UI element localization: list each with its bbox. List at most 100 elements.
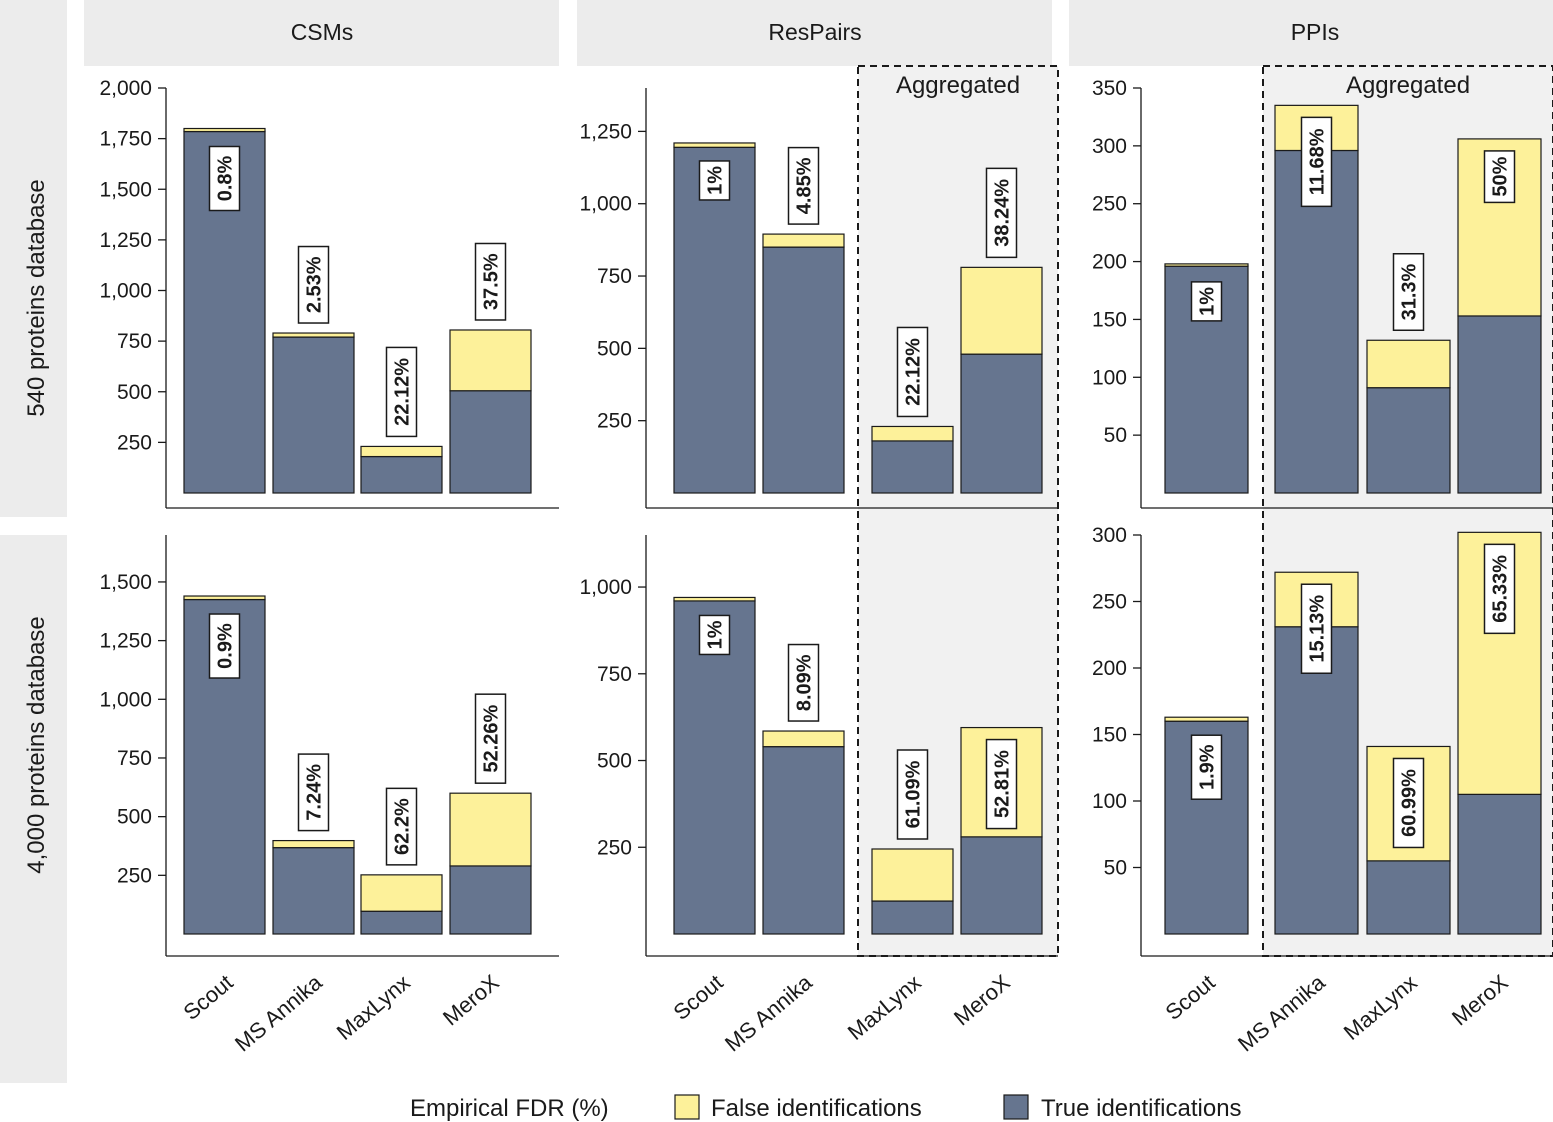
row-strip-540	[0, 0, 67, 517]
panel-csms-540-maxlynx-true-bar	[360, 455, 443, 494]
panel-respairs-540-ytick-label: 750	[597, 265, 632, 288]
panel-ppis-4000-scout-false-bar	[1164, 716, 1249, 722]
panel-ppis-540-ytick-label: 300	[1092, 135, 1127, 158]
panel-ppis-540-maxlynx-false-bar	[1366, 339, 1451, 389]
panel-csms-4000-merox-fdr-label: 52.26%	[474, 693, 507, 784]
panel-ppis-4000-ms-annika-fdr-text: 15.13%	[1307, 595, 1329, 663]
panel-csms-540-ms-annika-fdr-label: 2.53%	[297, 245, 330, 324]
panel-ppis-4000-merox-fdr-label: 65.33%	[1483, 543, 1516, 635]
panel-respairs-4000: 250 500 750 1,000 1% 8.09% 61.09% 52.81%	[579, 535, 1058, 957]
panel-ppis-4000-ytick-label: 300	[1092, 524, 1127, 547]
panel-respairs-540-maxlynx-false-bar	[871, 425, 954, 442]
panel-respairs-540-ms-annika-fdr-text: 4.85%	[794, 157, 816, 214]
column-strip-csms	[84, 0, 559, 66]
column-strip-respairs	[577, 0, 1052, 66]
panel-respairs-4000-scout-fdr-text: 1%	[705, 620, 727, 649]
panel-csms-540-ytick-label: 1,250	[99, 229, 152, 252]
legend-swatch-false	[674, 1094, 700, 1120]
panel-ppis-540: 50 100 150 200 250 300 350 1% 11.68% 31.3% 50%	[1092, 77, 1553, 509]
panel-respairs-4000-maxlynx-true-bar	[871, 900, 954, 935]
category-label-respairs-merox: MeroX	[949, 969, 1015, 1030]
panel-ppis-4000-ytick-label: 250	[1092, 591, 1127, 614]
panel-ppis-540-scout-fdr-box	[1190, 281, 1223, 322]
category-label-csms-maxlynx: MaxLynx	[332, 970, 415, 1045]
panel-respairs-540-scout-fdr-box	[698, 160, 731, 201]
panel-ppis-4000-ms-annika-true-bar	[1274, 626, 1359, 935]
panel-ppis-540-ytick-label: 150	[1092, 308, 1127, 331]
legend: Empirical FDR (%) False identifications …	[410, 1094, 1242, 1122]
panel-csms-540-merox-fdr-box	[474, 242, 507, 321]
panel-ppis-540-merox-fdr-label: 50%	[1483, 150, 1516, 204]
panel-csms-540-ytick-label: 750	[117, 330, 152, 353]
panel-csms-4000-scout-fdr-text: 0.9%	[215, 623, 237, 669]
panel-ppis-4000-ytick-label: 50	[1104, 857, 1127, 880]
panel-respairs-540-ytick-label: 1,000	[579, 193, 632, 216]
panel-csms-540-maxlynx-fdr-label: 22.12%	[385, 346, 418, 438]
panel-ppis-540-scout-false-bar	[1164, 263, 1249, 267]
panel-csms-540-merox-true-bar	[449, 390, 532, 494]
panel-csms-540-maxlynx-fdr-text: 22.12%	[392, 358, 414, 426]
panel-csms-540-ytick-label: 500	[117, 381, 152, 404]
panel-csms-540-scout-fdr-box	[208, 145, 241, 212]
panels: 250 500 750 1,000 1,250 1,500 1,750 2,000 0.8% 2.…	[99, 77, 1553, 957]
panel-csms-4000-maxlynx-fdr-label: 62.2%	[385, 787, 418, 866]
panel-respairs-540: 250 500 750 1,000 1,250 1% 4.85% 22.12% 38.24%	[579, 88, 1058, 509]
category-label-ppis-maxlynx: MaxLynx	[1339, 970, 1422, 1045]
panel-csms-4000-ms-annika-fdr-label: 7.24%	[297, 753, 330, 832]
panel-ppis-4000-ytick-label: 150	[1092, 724, 1127, 747]
panel-ppis-4000-maxlynx-fdr-box	[1392, 757, 1425, 849]
panel-ppis-4000-scout-fdr-box	[1190, 734, 1223, 800]
panel-csms-4000: 250 500 750 1,000 1,250 1,500 0.9% 7.24% 62.2% 52…	[99, 535, 559, 957]
panel-csms-540-scout-false-bar	[183, 127, 266, 133]
panel-respairs-4000-merox-true-bar	[960, 836, 1043, 935]
panel-csms-540-scout-fdr-label: 0.8%	[208, 145, 241, 212]
panel-respairs-540-ms-annika-fdr-box	[787, 146, 820, 225]
panel-csms-4000-scout-fdr-label: 0.9%	[208, 613, 241, 679]
panel-respairs-4000-scout-fdr-label: 1%	[698, 614, 731, 656]
panel-ppis-4000-merox-true-bar	[1457, 793, 1542, 935]
panel-ppis-4000-maxlynx-true-bar	[1366, 860, 1451, 935]
panel-ppis-540-ms-annika-fdr-text: 11.68%	[1307, 128, 1329, 195]
row-label-4000: 4,000 proteins database	[23, 616, 50, 874]
panel-ppis-540-ytick-label: 200	[1092, 251, 1127, 274]
column-label-respairs: ResPairs	[768, 19, 861, 45]
panel-respairs-540-scout-fdr-label: 1%	[698, 160, 731, 201]
panel-csms-540-ytick-label: 2,000	[99, 77, 152, 100]
panel-ppis-540-maxlynx-fdr-label: 31.3%	[1392, 253, 1425, 332]
panel-csms-4000-maxlynx-false-bar	[360, 874, 443, 912]
aggregated-label-respairs: Aggregated	[896, 72, 1020, 99]
panel-respairs-4000-ytick-label: 250	[597, 836, 632, 859]
panel-respairs-4000-maxlynx-fdr-text: 61.09%	[903, 760, 925, 828]
panel-respairs-540-ytick-label: 500	[597, 337, 632, 360]
panel-ppis-540-maxlynx-fdr-box	[1392, 253, 1425, 332]
panel-respairs-540-ytick-label: 1,250	[579, 120, 632, 143]
panel-csms-4000-merox-true-bar	[449, 865, 532, 935]
panel-csms-4000-merox-fdr-box	[474, 693, 507, 784]
panel-ppis-540-scout-fdr-label: 1%	[1190, 281, 1223, 322]
panel-ppis-4000-ytick-label: 100	[1092, 790, 1127, 813]
panel-respairs-4000-scout-false-bar	[673, 596, 756, 602]
column-label-ppis: PPIs	[1291, 19, 1340, 45]
panel-ppis-540-ms-annika-true-bar	[1274, 149, 1359, 494]
panel-respairs-540-scout-false-bar	[673, 142, 756, 148]
panel-ppis-4000-merox-fdr-text: 65.33%	[1490, 555, 1512, 623]
category-label-respairs-ms-annika: MS Annika	[720, 969, 817, 1056]
panel-ppis-540-ytick-label: 350	[1092, 77, 1127, 100]
panel-respairs-4000-maxlynx-fdr-box	[896, 749, 929, 840]
panel-respairs-4000-ms-annika-true-bar	[762, 746, 845, 935]
panel-csms-4000-merox-false-bar	[449, 792, 532, 867]
panel-ppis-540-scout-fdr-text: 1%	[1197, 287, 1219, 316]
panel-ppis-4000-scout-fdr-label: 1.9%	[1190, 734, 1223, 800]
panel-csms-4000-ms-annika-fdr-text: 7.24%	[304, 764, 326, 821]
row-label-540: 540 proteins database	[23, 179, 50, 417]
panel-respairs-4000-scout-true-bar	[673, 600, 756, 935]
category-label-csms-merox: MeroX	[438, 969, 504, 1030]
panel-csms-540-ms-annika-true-bar	[272, 336, 355, 494]
panel-respairs-4000-ms-annika-fdr-text: 8.09%	[794, 654, 816, 711]
panel-csms-4000-ytick-label: 1,000	[99, 688, 152, 711]
panel-csms-4000-scout-false-bar	[183, 595, 266, 601]
panel-csms-4000-maxlynx-fdr-text: 62.2%	[392, 798, 414, 855]
panel-ppis-540-ms-annika-fdr-box	[1300, 116, 1333, 208]
panel-respairs-4000-maxlynx-false-bar	[871, 848, 954, 902]
